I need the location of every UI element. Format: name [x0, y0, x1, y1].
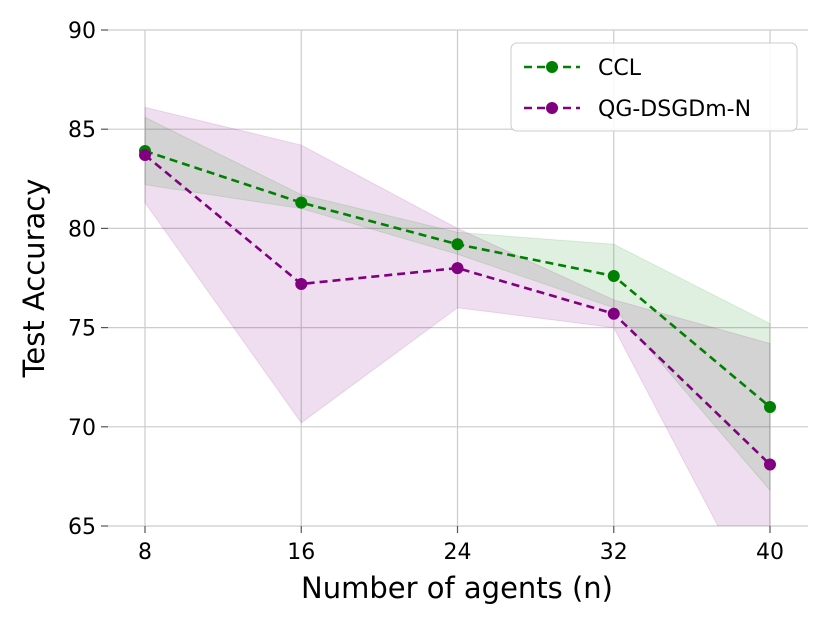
legend-frame [510, 42, 798, 132]
point-qg-dsgdm-n [607, 307, 620, 320]
point-qg-dsgdm-n [139, 148, 151, 161]
legend-marker-ccl [546, 61, 558, 73]
legend: CCL QG-DSGDm-N [510, 42, 798, 132]
y-tick-label: 80 [68, 217, 96, 242]
y-tick-label: 75 [68, 317, 96, 342]
legend-label-ccl: CCL [598, 56, 642, 81]
y-tick-label: 70 [68, 416, 96, 441]
y-tick-label: 85 [68, 118, 96, 143]
point-qg-dsgdm-n [451, 262, 464, 275]
x-tick-label: 32 [600, 540, 628, 565]
x-axis-label: Number of agents (n) [301, 571, 613, 605]
y-axis-label: Test Accuracy [17, 179, 51, 379]
point-ccl [607, 270, 620, 283]
point-ccl [451, 238, 464, 251]
x-tick-label: 16 [287, 540, 315, 565]
x-tick-label: 24 [444, 540, 472, 565]
point-ccl [295, 196, 308, 209]
x-tick-label: 8 [138, 540, 152, 565]
point-qg-dsgdm-n [764, 458, 776, 471]
y-tick-label: 90 [68, 19, 96, 44]
point-qg-dsgdm-n [295, 277, 308, 290]
band-qg-dsgdm-n [144, 106, 771, 526]
point-ccl [764, 400, 776, 413]
x-tick-label: 40 [756, 540, 784, 565]
y-axis-ticks: 65 70 75 80 85 90 [68, 19, 108, 540]
x-axis-ticks: 8 16 24 32 40 [138, 526, 784, 565]
series-points [139, 145, 776, 471]
y-tick-label: 65 [68, 515, 96, 540]
series-line-qg-dsgdm-n [144, 153, 771, 466]
legend-label-qg-dsgdm-n: QG-DSGDm-N [598, 97, 751, 122]
legend-marker-qg-dsgdm-n [546, 102, 558, 114]
